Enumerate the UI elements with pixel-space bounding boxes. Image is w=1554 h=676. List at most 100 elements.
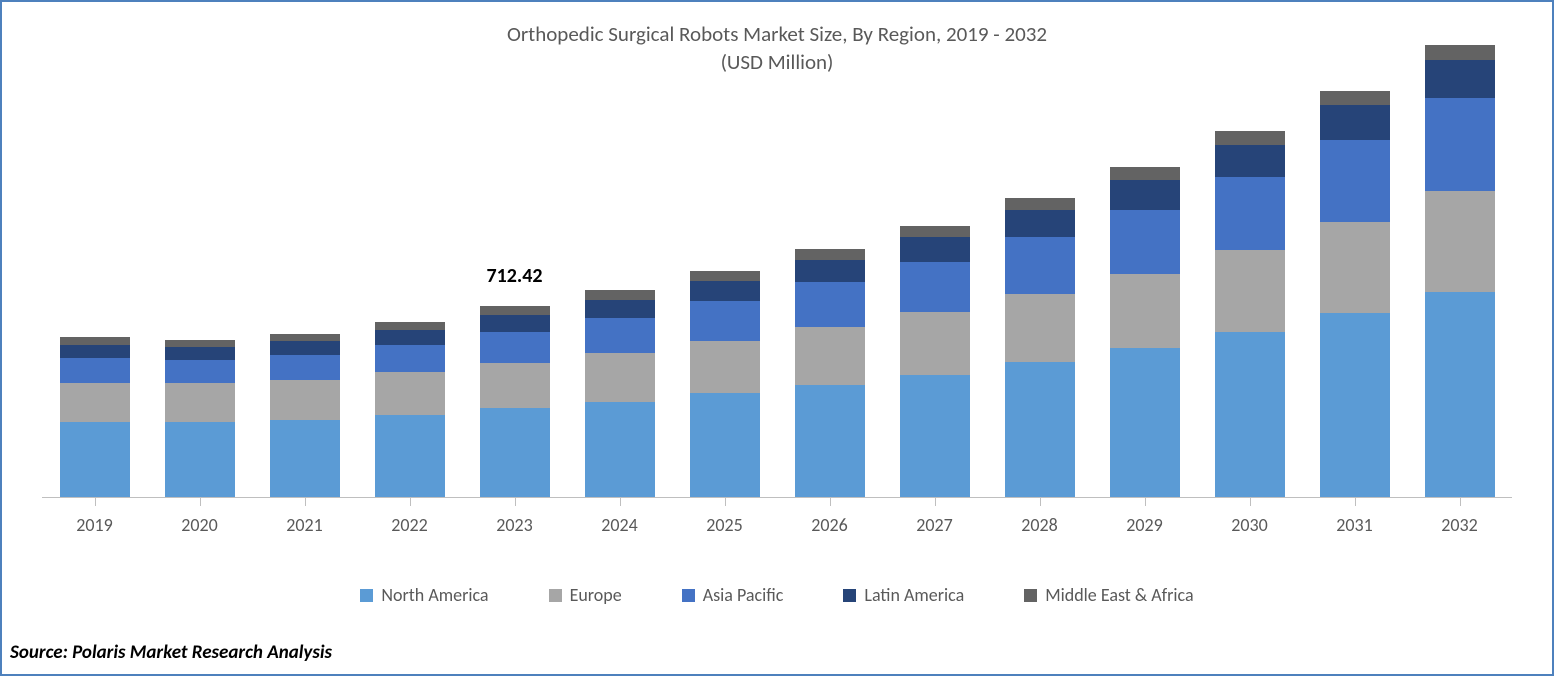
legend-label: North America (381, 584, 488, 606)
bar-segment (690, 281, 760, 301)
bar-segment (1425, 292, 1495, 497)
bar-segment (480, 408, 550, 497)
bar-2019 (60, 337, 130, 497)
bar-callout-label: 712.42 (455, 264, 575, 288)
bar-segment (60, 383, 130, 422)
bar-segment (1215, 145, 1285, 177)
bar-segment (690, 301, 760, 341)
legend: North America Europe Asia Pacific Latin Ame… (2, 584, 1552, 606)
legend-item: Europe (549, 584, 622, 606)
bar-segment (1110, 348, 1180, 497)
bar-segment (165, 360, 235, 384)
bar-segment (270, 341, 340, 355)
bar-segment (900, 375, 970, 497)
legend-label: Latin America (864, 584, 964, 606)
bar-segment (795, 282, 865, 327)
bar-segment (1005, 210, 1075, 237)
bar-2023: 712.42 (480, 306, 550, 497)
bar-segment (795, 249, 865, 259)
source-attribution: Source: Polaris Market Research Analysis (10, 641, 332, 664)
legend-item: Latin America (843, 584, 964, 606)
legend-item: Asia Pacific (682, 584, 784, 606)
bar-segment (1110, 167, 1180, 180)
bar-segment (1425, 60, 1495, 97)
bar-slot (1407, 90, 1512, 497)
x-tick-label: 2029 (1092, 498, 1197, 542)
bar-segment (165, 347, 235, 359)
bar-slot: 712.42 (462, 90, 567, 497)
bar-slot (987, 90, 1092, 497)
bar-2024 (585, 290, 655, 497)
bar-segment (165, 422, 235, 497)
chart-frame: Orthopedic Surgical Robots Market Size, … (0, 0, 1554, 676)
bar-segment (60, 345, 130, 359)
bar-segment (1215, 177, 1285, 249)
bar-slot (42, 90, 147, 497)
bar-segment (1215, 131, 1285, 145)
bar-segment (270, 334, 340, 341)
legend-item: Middle East & Africa (1024, 584, 1193, 606)
bar-segment (1320, 140, 1390, 222)
bar-segment (480, 363, 550, 408)
bar-segment (480, 332, 550, 363)
bar-segment (1005, 362, 1075, 497)
bar-segment (1215, 332, 1285, 497)
chart-title: Orthopedic Surgical Robots Market Size, … (2, 2, 1552, 77)
bar-segment (1110, 180, 1180, 210)
x-tick-label: 2023 (462, 498, 567, 542)
x-tick-label: 2030 (1197, 498, 1302, 542)
bar-segment (480, 315, 550, 332)
bars-row: 712.42 (42, 90, 1512, 497)
x-tick-label: 2021 (252, 498, 357, 542)
bar-segment (900, 262, 970, 312)
legend-swatch (549, 589, 562, 602)
bar-segment (480, 306, 550, 315)
bar-segment (1005, 237, 1075, 293)
x-tick-label: 2024 (567, 498, 672, 542)
bar-segment (690, 393, 760, 497)
bar-segment (60, 358, 130, 383)
bar-segment (1005, 294, 1075, 363)
bar-segment (1425, 98, 1495, 192)
bar-slot (672, 90, 777, 497)
x-tick-label: 2020 (147, 498, 252, 542)
bar-segment (165, 383, 235, 422)
legend-item: North America (360, 584, 488, 606)
chart-title-line2: (USD Million) (2, 48, 1552, 76)
bar-segment (60, 337, 130, 344)
x-tick-label: 2019 (42, 498, 147, 542)
bar-segment (270, 380, 340, 420)
bar-segment (375, 322, 445, 329)
bar-2030 (1215, 131, 1285, 497)
bar-segment (1110, 210, 1180, 274)
bar-segment (1215, 250, 1285, 332)
bar-segment (900, 312, 970, 374)
bar-2032 (1425, 45, 1495, 497)
legend-label: Europe (570, 584, 622, 606)
bar-segment (1320, 313, 1390, 497)
x-axis: 2019202020212022202320242025202620272028… (42, 498, 1512, 542)
chart-title-line1: Orthopedic Surgical Robots Market Size, … (2, 20, 1552, 48)
bar-segment (795, 385, 865, 497)
bar-segment (1425, 45, 1495, 60)
bar-segment (585, 353, 655, 402)
bar-segment (585, 318, 655, 353)
x-tick-label: 2031 (1302, 498, 1407, 542)
bar-slot (567, 90, 672, 497)
legend-label: Middle East & Africa (1045, 584, 1193, 606)
bar-segment (1110, 274, 1180, 349)
bar-segment (585, 300, 655, 319)
bar-segment (585, 290, 655, 299)
bar-segment (1005, 198, 1075, 210)
bar-slot (882, 90, 987, 497)
bar-2020 (165, 340, 235, 497)
legend-label: Asia Pacific (703, 584, 784, 606)
bar-segment (1320, 105, 1390, 140)
bar-segment (900, 237, 970, 262)
bar-segment (795, 327, 865, 384)
bar-2029 (1110, 167, 1180, 497)
bar-2021 (270, 334, 340, 498)
bar-2026 (795, 249, 865, 497)
x-tick-label: 2025 (672, 498, 777, 542)
bar-slot (777, 90, 882, 497)
